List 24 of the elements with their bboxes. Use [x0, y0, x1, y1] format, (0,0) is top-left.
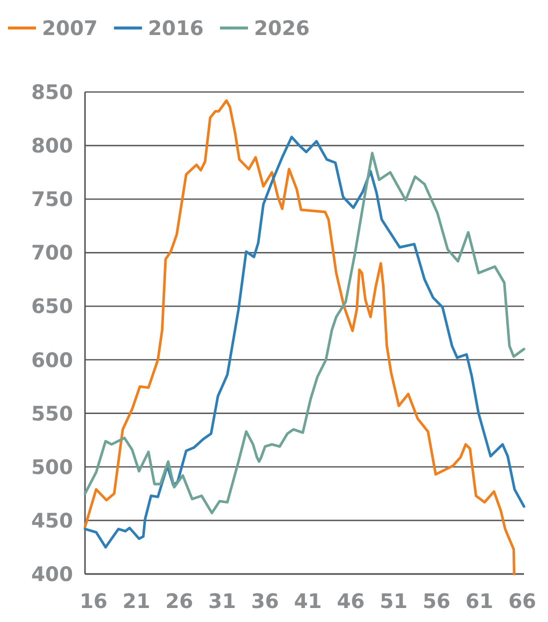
x-tick-label: 41 [294, 589, 322, 613]
y-tick-label: 700 [31, 240, 73, 265]
y-tick-label: 550 [31, 401, 73, 426]
x-tick-label: 36 [251, 589, 279, 613]
y-tick-label: 650 [31, 294, 73, 318]
y-tick-label: 850 [31, 80, 73, 104]
legend-label: 2007 [42, 16, 98, 40]
x-tick-label: 21 [122, 589, 150, 613]
y-tick-label: 600 [31, 348, 73, 372]
y-tick-label: 750 [31, 187, 73, 212]
x-tick-label: 61 [465, 589, 494, 613]
legend-label: 2026 [254, 16, 310, 40]
x-tick-label: 66 [508, 589, 536, 613]
legend-label: 2016 [148, 16, 204, 40]
y-tick-label: 450 [31, 508, 73, 532]
x-tick-label: 51 [380, 589, 408, 613]
x-tick-label: 56 [422, 589, 450, 613]
y-tick-label: 400 [31, 562, 73, 586]
x-tick-label: 31 [208, 589, 236, 613]
x-tick-label: 46 [336, 589, 365, 613]
x-tick-label: 16 [80, 589, 108, 613]
y-tick-label: 500 [31, 454, 73, 479]
y-tick-label: 800 [31, 134, 73, 158]
x-tick-label: 26 [165, 589, 194, 613]
